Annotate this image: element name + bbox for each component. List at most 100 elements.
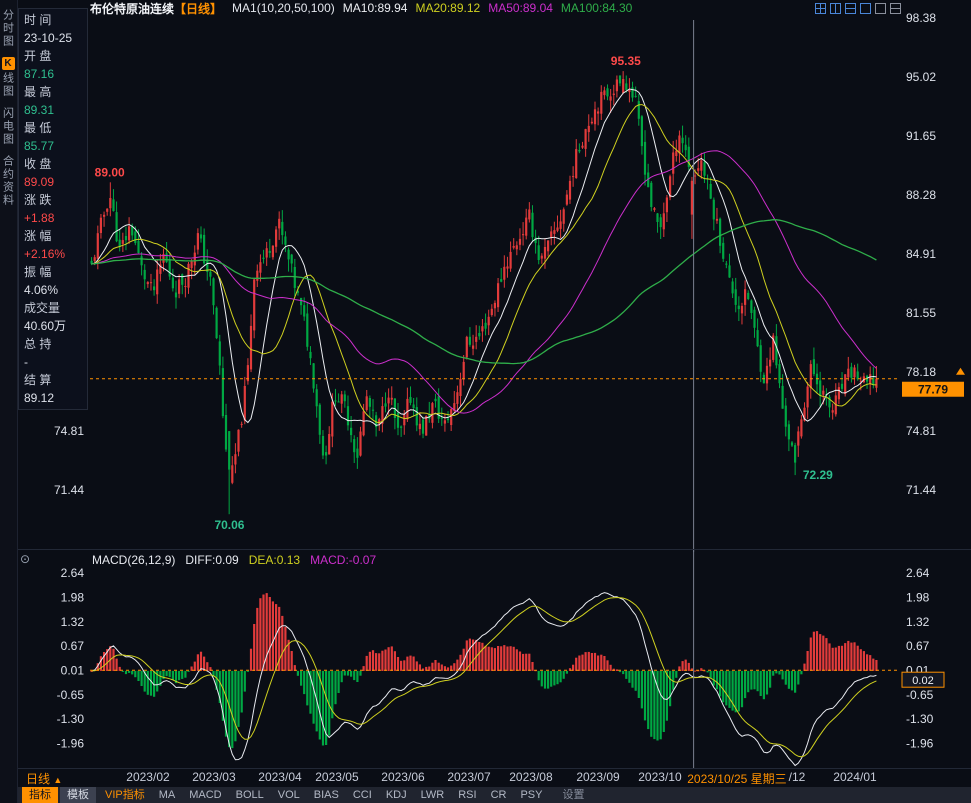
macd-axis-tick: 0.67 (61, 639, 85, 653)
sidebar-tab-time-chart[interactable]: 分时图 (1, 9, 14, 48)
ma-value: MA100:84.30 (560, 1, 633, 15)
toolbar-item-BOLL[interactable]: BOLL (235, 789, 264, 801)
macd-histogram[interactable] (90, 593, 878, 749)
quote-label: 最 低 (24, 121, 52, 135)
macd-axis-tick: -1.30 (57, 712, 85, 726)
fullscreen-icon[interactable] (890, 3, 901, 14)
toolbar-item-PSY[interactable]: PSY (520, 789, 543, 801)
quote-value: +1.88 (24, 211, 55, 225)
y-axis-tick: 95.02 (906, 70, 936, 84)
y-axis-tick: 84.91 (906, 247, 936, 261)
y-axis-tick: 74.81 (54, 424, 84, 438)
indicator-collapse-icon[interactable]: ⊙ (20, 552, 31, 566)
sidebar-tab-label: 线图 (1, 72, 14, 98)
ma50-line (91, 150, 877, 414)
x-axis: 日线 ▲ 2023/02 2023/03 2023/04 2023/05 2023/06… (0, 769, 971, 787)
kline-badge-icon: K (1, 57, 15, 70)
macd-axis-tick: 2.64 (61, 566, 85, 580)
quote-label: 总 持 (24, 337, 52, 351)
ma-value: MA10:89.94 (342, 1, 408, 15)
macd-axis-tick: -1.96 (57, 737, 85, 751)
price-annotation: 89.00 (95, 165, 125, 179)
ma-values: MA10:89.94 MA20:89.12 MA50:89.04 MA100:84.3… (343, 1, 641, 15)
macd-axis-tick: 2.64 (906, 566, 930, 580)
toolbar-item-模板[interactable]: 模板 (60, 787, 96, 803)
x-axis-label: 2023/03 (192, 770, 236, 784)
macd-chart[interactable]: 2.642.641.981.981.321.320.670.670.010.01… (0, 550, 971, 768)
price-annotation: 70.06 (214, 518, 244, 532)
header-icons (815, 3, 901, 14)
toolbar-item-VOL[interactable]: VOL (277, 789, 300, 801)
toolbar-item-设置[interactable]: 设置 (562, 789, 585, 801)
diff-line (91, 592, 877, 767)
quote-value: 89.12 (24, 391, 55, 405)
macd-diff-value: DIFF:0.09 (185, 553, 239, 567)
price-annotation: 72.29 (803, 468, 833, 482)
quote-value: 85.77 (24, 139, 55, 153)
x-axis-label: /12 (788, 770, 806, 784)
panel-divider (18, 549, 971, 550)
window-icon[interactable] (875, 3, 886, 14)
chart-type-sidebar: 分时图 K 线图 闪电图 合约资料 (0, 0, 18, 803)
x-axis-label: 2023/02 (126, 770, 170, 784)
layout-hsplit-icon[interactable] (845, 3, 856, 14)
dea-line (91, 596, 877, 758)
macd-axis-tick: 1.98 (61, 590, 85, 604)
macd-axis-tick: 0.01 (61, 664, 85, 678)
quote-label: 最 高 (24, 85, 52, 99)
y-axis-tick: 88.28 (906, 188, 936, 202)
toolbar-item-KDJ[interactable]: KDJ (385, 789, 407, 801)
toolbar-item-MA[interactable]: MA (158, 789, 176, 801)
candlestick-layer[interactable] (90, 71, 878, 515)
quote-label: 成交量 (24, 301, 61, 315)
quote-label: 涨 幅 (24, 229, 52, 243)
quote-info-panel: 时 间 23-10-25 开 盘 87.16 最 高 89.31 最 低 85.77 收 盘 89… (18, 8, 88, 410)
macd-current-tag (901, 671, 945, 688)
y-axis-tick: 74.81 (906, 424, 936, 438)
y-axis-tick: 98.38 (906, 11, 936, 25)
sidebar-tab-flash-chart[interactable]: 闪电图 (1, 107, 14, 146)
macd-axis-tick: -1.30 (906, 712, 934, 726)
toolbar-item-LWR[interactable]: LWR (420, 789, 445, 801)
x-axis-label: 2023/08 (509, 770, 553, 784)
x-axis-label: 2023/06 (381, 770, 425, 784)
quote-label: 收 盘 (24, 157, 52, 171)
period-tag: 【日线】 (174, 1, 223, 16)
quote-label: 时 间 (24, 13, 52, 27)
price-annotation: 95.35 (611, 54, 641, 68)
y-axis-tick: 71.44 (54, 483, 84, 497)
quote-value: - (24, 355, 28, 369)
quote-value: 89.31 (24, 103, 55, 117)
sidebar-tab-kline-chart[interactable]: K 线图 (1, 57, 16, 98)
layout-single-icon[interactable] (860, 3, 871, 14)
toolbar-item-指标[interactable]: 指标 (22, 787, 58, 803)
toolbar-item-RSI[interactable]: RSI (458, 789, 477, 801)
toolbar-item-CR[interactable]: CR (490, 789, 507, 801)
scroll-up-marker-icon[interactable] (956, 367, 965, 375)
macd-current-value: 0.02 (912, 675, 933, 687)
macd-axis-tick: 1.32 (61, 615, 85, 629)
sidebar-tab-contract-info[interactable]: 合约资料 (1, 155, 14, 207)
macd-axis-tick: -0.65 (906, 688, 934, 702)
quote-value: 4.06% (24, 283, 59, 297)
macd-axis-tick: -0.65 (57, 688, 85, 702)
cursor-date-label: 2023/10/25 星期三 (687, 772, 787, 786)
toolbar-item-MACD[interactable]: MACD (189, 789, 222, 801)
x-axis-label: 2023/09 (576, 770, 620, 784)
ma20-line (91, 104, 877, 424)
period-selector[interactable]: 日线 ▲ (26, 770, 62, 787)
toolbar-item-BIAS[interactable]: BIAS (313, 789, 339, 801)
toolbar-item-VIP指标[interactable]: VIP指标 (105, 789, 145, 801)
x-axis-label: 2023/04 (258, 770, 302, 784)
y-axis-tick: 78.18 (906, 365, 936, 379)
macd-axis-tick: 1.32 (906, 615, 930, 629)
ma-preset-label: MA1(10,20,50,100) (232, 1, 335, 15)
main-price-chart[interactable]: 98.3898.3895.0295.0291.6591.6588.2888.28… (0, 11, 971, 552)
y-axis-tick: 91.65 (906, 129, 936, 143)
layout-vsplit-icon[interactable] (830, 3, 841, 14)
x-axis-label: 2023/10 (638, 770, 682, 784)
chart-header: 布伦特原油连续 【日线】 MA1(10,20,50,100) MA10:89.9… (90, 0, 640, 16)
layout-grid-icon[interactable] (815, 3, 826, 14)
quote-value: 89.09 (24, 175, 55, 189)
toolbar-item-CCI[interactable]: CCI (352, 789, 372, 801)
